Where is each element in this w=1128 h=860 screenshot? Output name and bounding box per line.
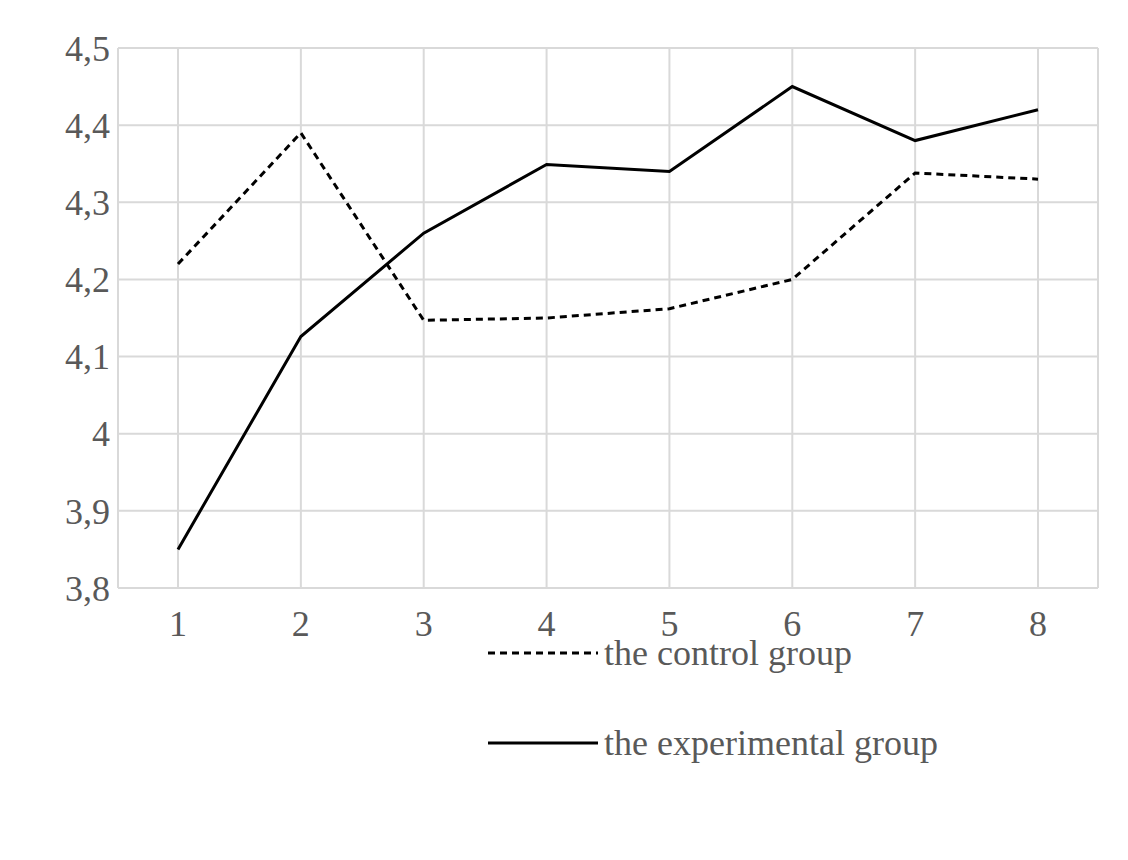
html-text:the experimental group: the experimental group — [604, 723, 938, 763]
svg-text:5: 5 — [660, 604, 678, 644]
svg-text:4,4: 4,4 — [65, 106, 110, 146]
svg-text:7: 7 — [906, 604, 924, 644]
svg-text:3,8: 3,8 — [65, 569, 110, 609]
svg-text:2: 2 — [292, 604, 310, 644]
svg-text:3: 3 — [415, 604, 433, 644]
svg-text:4,3: 4,3 — [65, 183, 110, 223]
svg-text:4: 4 — [538, 604, 556, 644]
svg-text:4,1: 4,1 — [65, 337, 110, 377]
svg-text:1: 1 — [169, 604, 187, 644]
svg-text:4: 4 — [92, 414, 110, 454]
svg-text:6: 6 — [783, 604, 801, 644]
svg-text:8: 8 — [1029, 604, 1047, 644]
html-text:the control group: the control group — [604, 633, 852, 673]
svg-text:3,9: 3,9 — [65, 492, 110, 532]
svg-text:4,2: 4,2 — [65, 260, 110, 300]
svg-text:4,5: 4,5 — [65, 29, 110, 69]
